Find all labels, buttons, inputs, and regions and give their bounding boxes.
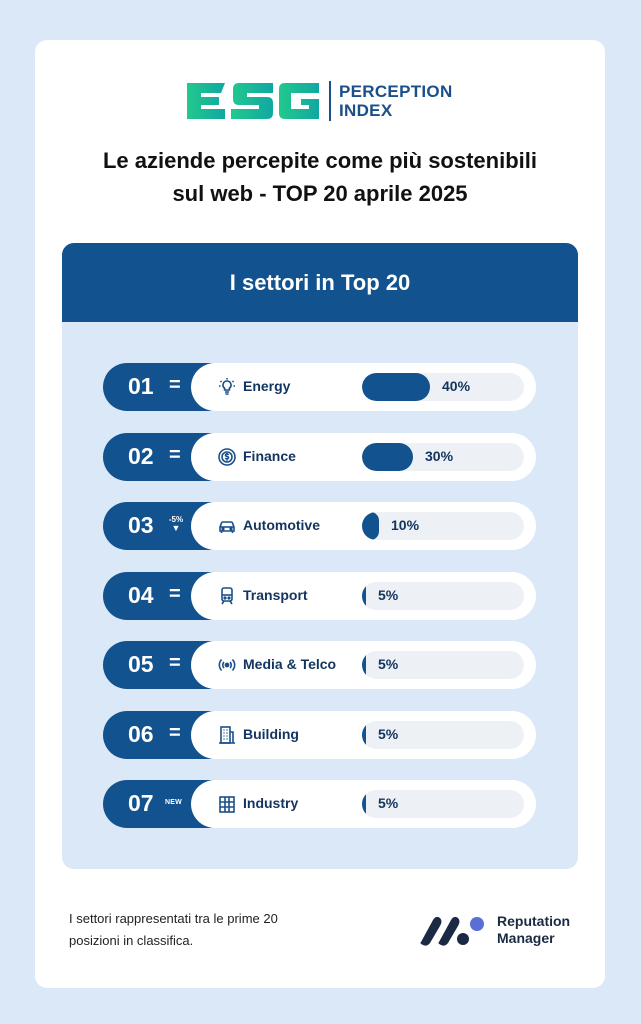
page-title: Le aziende percepite come più sostenibil… bbox=[35, 144, 605, 210]
sector-name: Transport bbox=[243, 586, 308, 603]
sector-name: Energy bbox=[243, 378, 291, 394]
sector-label-pill: Finance 30% bbox=[191, 432, 536, 481]
trend-stable: = bbox=[169, 374, 181, 396]
bar bbox=[362, 651, 366, 679]
bar-track bbox=[362, 581, 524, 610]
bar-value-label: 40% bbox=[442, 378, 471, 394]
trend-value: -5% bbox=[168, 515, 184, 524]
rank-number: 02 bbox=[128, 442, 154, 469]
rank-number: 07 bbox=[128, 790, 154, 816]
title-line2: sul web - TOP 20 aprile 2025 bbox=[172, 181, 468, 206]
sector-label-pill: Automotive 10% bbox=[191, 502, 536, 550]
sector-row: 05 = Media & Telco 5% bbox=[103, 641, 536, 689]
panel-heading: I settori in Top 20 bbox=[62, 243, 578, 322]
signal-icon bbox=[217, 655, 237, 675]
sector-row: 04 = Transport 5% bbox=[103, 571, 536, 620]
bar-track bbox=[362, 790, 524, 818]
trend-down-arrow-icon: ▼ bbox=[171, 523, 181, 533]
bar bbox=[362, 581, 366, 610]
brand-line1: Reputation bbox=[497, 913, 571, 929]
lightbulb-icon bbox=[217, 377, 237, 397]
sector-label-pill: Building 5% bbox=[191, 710, 536, 759]
bar bbox=[362, 373, 430, 401]
bar-track bbox=[362, 373, 524, 401]
footnote-line1: I settori rappresentati tra le prime 20 bbox=[69, 911, 278, 926]
reputation-manager-icon bbox=[420, 916, 484, 946]
sector-label-pill: Energy 40% bbox=[191, 363, 536, 411]
sector-name: Industry bbox=[243, 795, 299, 811]
trend-stable: = bbox=[169, 582, 181, 605]
bar-value-label: 5% bbox=[378, 795, 399, 811]
bar-track bbox=[362, 512, 524, 540]
brand-line2: Manager bbox=[497, 930, 555, 946]
bar-track bbox=[362, 720, 524, 749]
bar bbox=[362, 790, 366, 818]
rank-number: 03 bbox=[128, 512, 154, 538]
train-icon bbox=[217, 586, 237, 606]
factory-icon bbox=[217, 794, 237, 814]
bar bbox=[362, 442, 413, 471]
sector-row: 01 = Energy 40% bbox=[103, 363, 536, 411]
sector-row: 06 = Building 5% bbox=[103, 710, 536, 759]
reputation-manager-logo: Reputation Manager bbox=[417, 912, 570, 948]
trend-stable: = bbox=[169, 443, 181, 466]
sector-row: 07 NEW Industry 5% bbox=[103, 780, 536, 828]
rank-number: 04 bbox=[128, 581, 154, 608]
sector-name: Building bbox=[243, 725, 299, 742]
logo-separator bbox=[329, 81, 331, 121]
rank-number: 01 bbox=[128, 373, 154, 399]
bar-track bbox=[362, 442, 524, 471]
sectors-panel: I settori in Top 20 01 = Energy 40% 02 = Finan… bbox=[62, 243, 578, 869]
trend-down: -5% ▼ bbox=[167, 515, 185, 533]
brand-name: Reputation Manager bbox=[497, 913, 570, 947]
sector-label-pill: Transport 5% bbox=[191, 571, 536, 620]
trend-new-badge: NEW bbox=[165, 799, 182, 806]
trend-stable: = bbox=[169, 721, 181, 744]
esg-logo-mark bbox=[187, 83, 319, 119]
logo-text: PERCEPTION INDEX bbox=[339, 82, 453, 120]
esg-perception-index-logo: PERCEPTION INDEX bbox=[185, 78, 453, 124]
car-icon bbox=[217, 516, 237, 536]
logo-text-line2: INDEX bbox=[339, 101, 393, 120]
bar-value-label: 5% bbox=[378, 725, 399, 742]
bar bbox=[362, 720, 366, 749]
footnote: I settori rappresentati tra le prime 20 … bbox=[69, 908, 369, 952]
bar-value-label: 5% bbox=[378, 656, 399, 672]
title-line1: Le aziende percepite come più sostenibil… bbox=[102, 148, 537, 173]
sector-name: Media & Telco bbox=[243, 656, 337, 672]
coin-icon bbox=[217, 447, 237, 467]
sector-name: Finance bbox=[243, 447, 296, 464]
building-icon bbox=[217, 725, 237, 745]
bar-value-label: 30% bbox=[425, 447, 454, 464]
sector-row: 02 = Finance 30% bbox=[103, 432, 536, 481]
rank-number: 05 bbox=[128, 651, 154, 677]
logo-text-line1: PERCEPTION bbox=[339, 82, 453, 101]
sector-label-pill: Media & Telco 5% bbox=[191, 641, 536, 689]
infographic-card: PERCEPTION INDEX Le aziende percepite co… bbox=[35, 40, 605, 988]
trend-stable: = bbox=[169, 652, 181, 674]
bar-value-label: 5% bbox=[378, 586, 399, 603]
footnote-line2: posizioni in classifica. bbox=[69, 933, 194, 948]
rank-number: 06 bbox=[128, 720, 154, 747]
bar-track bbox=[362, 651, 524, 679]
bar bbox=[362, 512, 379, 540]
sector-row: 03 -5% ▼ Automotive 10% bbox=[103, 502, 536, 550]
bar-value-label: 10% bbox=[391, 517, 420, 533]
sector-label-pill: Industry 5% bbox=[191, 780, 536, 828]
sector-name: Automotive bbox=[243, 517, 320, 533]
